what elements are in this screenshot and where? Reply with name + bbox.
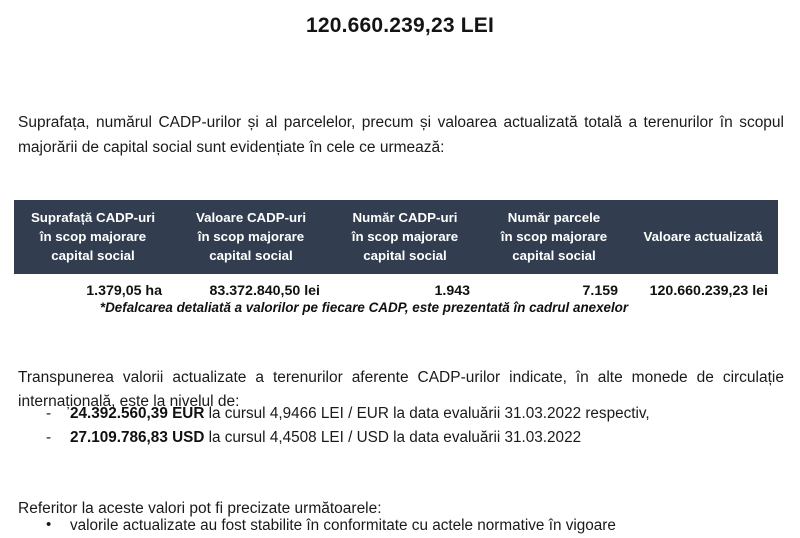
list-item: - 27.109.786,83 USD la cursul 4,4508 LEI … bbox=[0, 426, 800, 450]
list-item: • valorile actualizate au fost stabilite … bbox=[0, 514, 800, 538]
currency-amount-usd: 27.109.786,83 USD bbox=[70, 429, 205, 446]
header-line: capital social bbox=[512, 248, 596, 263]
header-line: în scop majorare bbox=[39, 229, 147, 244]
header-line: capital social bbox=[363, 248, 447, 263]
header-line: în scop majorare bbox=[500, 229, 608, 244]
land-valuation-table: Suprafață CADP-uri în scop majorare capi… bbox=[14, 200, 778, 303]
column-header-numar-cadp: Număr CADP-uri în scop majorare capital … bbox=[330, 200, 480, 274]
column-header-suprafata-cadp: Suprafață CADP-uri în scop majorare capi… bbox=[14, 200, 172, 274]
cell-valoare-actualizata: 120.660.239,23 lei bbox=[628, 274, 778, 303]
currency-amount-eur: 24.392.560,39 EUR bbox=[70, 405, 205, 422]
currency-detail-usd: la cursul 4,4508 LEI / USD la data evalu… bbox=[204, 429, 582, 446]
header-line: Valoare CADP-uri bbox=[195, 210, 307, 225]
transpose-paragraph: Transpunerea valorii actualizate a teren… bbox=[18, 368, 784, 410]
dash-marker: - bbox=[46, 429, 52, 446]
header-line: Valoare actualizată bbox=[643, 229, 763, 244]
column-header-numar-parcele: Număr parcele în scop majorare capital s… bbox=[480, 200, 628, 274]
table-footnote: *Defalcarea detaliată a valorilor pe fie… bbox=[99, 300, 629, 315]
header-line: în scop majorare bbox=[197, 229, 305, 244]
header-line: Suprafață CADP-uri bbox=[30, 210, 156, 225]
currency-detail-eur: la cursul 4,9466 LEI / EUR la data evalu… bbox=[204, 405, 650, 422]
currency-list: - 24.392.560,39 EUR la cursul 4,9466 LEI … bbox=[0, 402, 800, 450]
header-line: în scop majorare bbox=[351, 229, 459, 244]
header-line: capital social bbox=[51, 248, 135, 263]
table-header-row: Suprafață CADP-uri în scop majorare capi… bbox=[14, 200, 778, 274]
cell-numar-cadp: 1.943 bbox=[330, 274, 480, 303]
page-title: 120.660.239,23 LEI bbox=[305, 14, 495, 37]
table-header: Suprafață CADP-uri în scop majorare capi… bbox=[14, 200, 778, 274]
table-body: 1.379,05 ha 83.372.840,50 lei 1.943 7.15… bbox=[14, 274, 778, 303]
notes-bullet-list: • valorile actualizate au fost stabilite … bbox=[0, 514, 800, 538]
header-line: capital social bbox=[209, 248, 293, 263]
column-header-valoare-cadp: Valoare CADP-uri în scop majorare capita… bbox=[172, 200, 330, 274]
column-header-valoare-actualizata: Valoare actualizată bbox=[628, 200, 778, 274]
intro-paragraph: Suprafața, numărul CADP-urilor și al par… bbox=[18, 113, 784, 156]
header-line: Număr parcele bbox=[507, 210, 601, 225]
bullet-text: valorile actualizate au fost stabilite î… bbox=[70, 517, 616, 534]
referitor-paragraph: Referitor la aceste valori pot fi preciz… bbox=[18, 499, 382, 517]
table-row: 1.379,05 ha 83.372.840,50 lei 1.943 7.15… bbox=[14, 274, 778, 303]
cell-suprafata: 1.379,05 ha bbox=[14, 274, 172, 303]
cell-numar-parcele: 7.159 bbox=[480, 274, 628, 303]
list-item: - 24.392.560,39 EUR la cursul 4,9466 LEI … bbox=[0, 402, 800, 426]
cell-valoare-cadp: 83.372.840,50 lei bbox=[172, 274, 330, 303]
header-line: Număr CADP-uri bbox=[352, 210, 458, 225]
bullet-marker: • bbox=[46, 516, 52, 533]
dash-marker: - bbox=[46, 405, 52, 422]
